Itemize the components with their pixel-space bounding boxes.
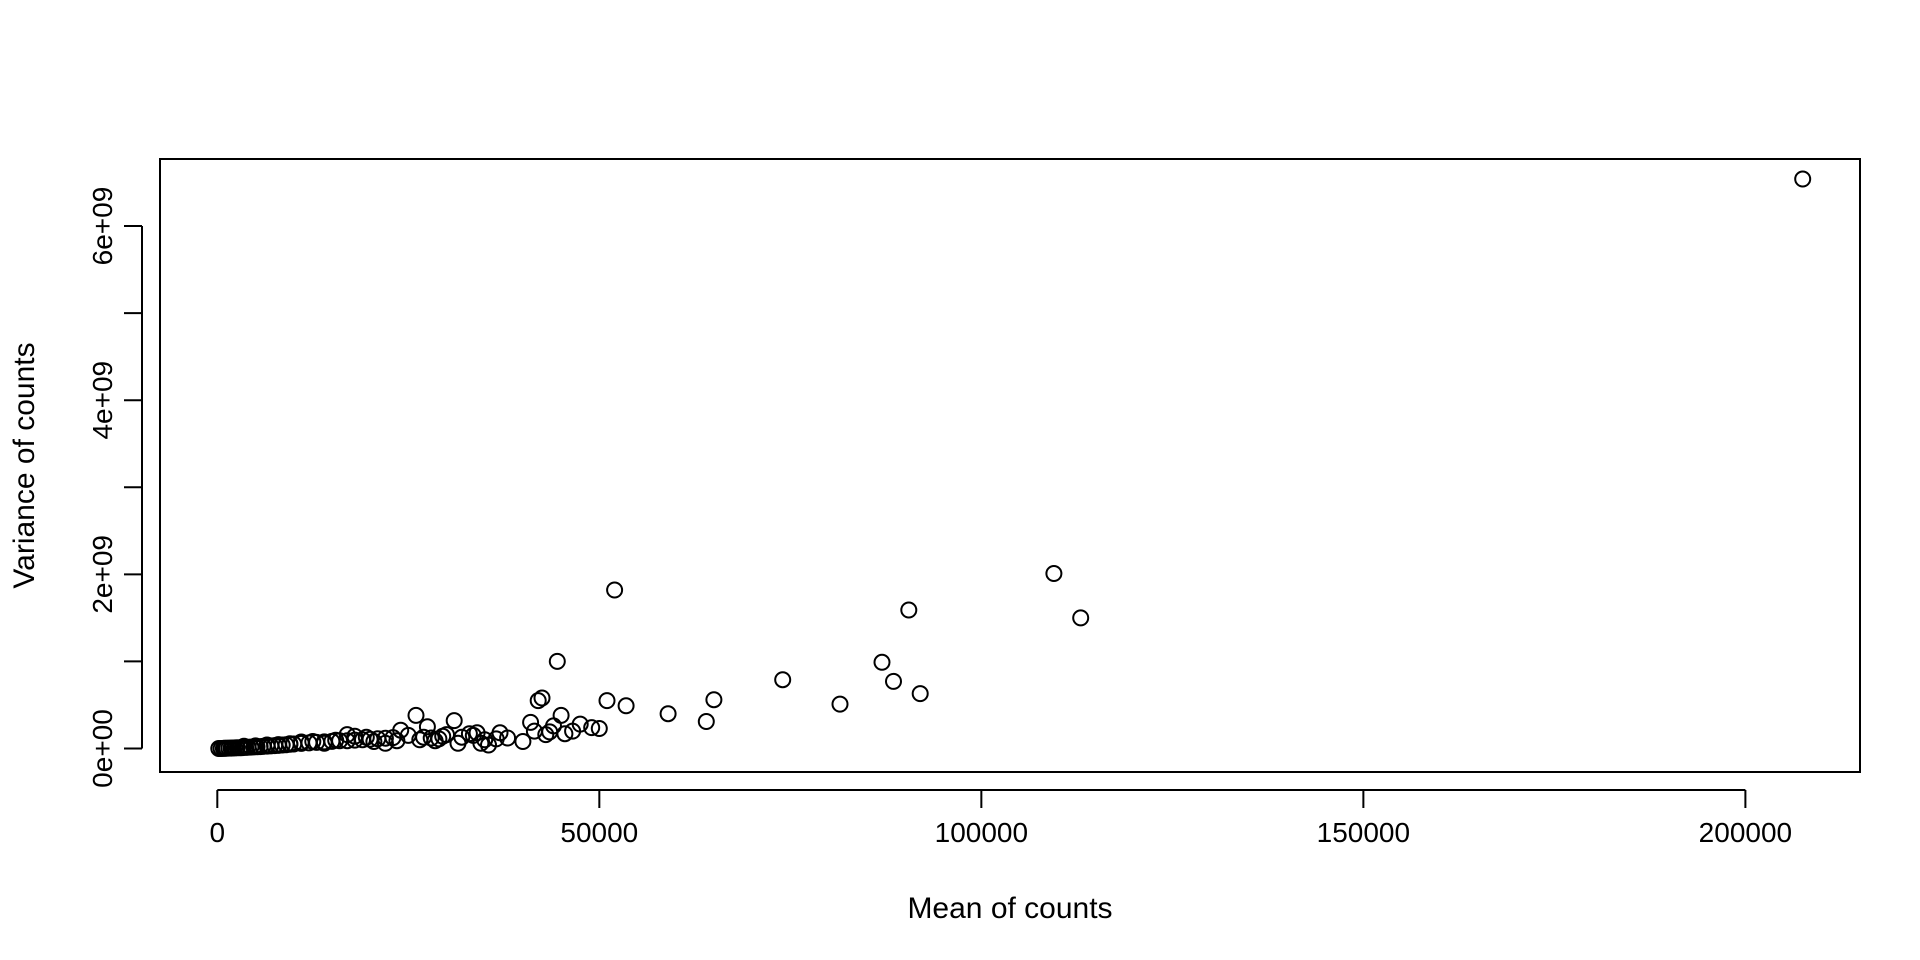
- data-point: [590, 720, 608, 737]
- data-point: [617, 697, 635, 715]
- y-tick-label: 4e+09: [87, 361, 118, 440]
- data-point: [697, 713, 715, 730]
- data-point: [376, 729, 394, 747]
- data-point: [445, 712, 463, 730]
- data-point: [258, 736, 276, 754]
- data-point: [472, 734, 490, 752]
- data-point: [831, 695, 849, 713]
- data-points: [210, 170, 1812, 757]
- data-point: [556, 725, 574, 743]
- x-tick-label: 200000: [1699, 817, 1792, 848]
- data-point: [598, 692, 616, 710]
- data-point: [1045, 565, 1063, 582]
- data-point: [1794, 170, 1812, 188]
- data-point: [873, 653, 891, 671]
- data-point: [304, 733, 322, 750]
- x-tick-label: 100000: [935, 817, 1028, 848]
- y-axis: 0e+00 2e+09 4e+09 6e+09: [87, 187, 143, 788]
- data-point: [774, 671, 792, 689]
- plot-frame: [159, 158, 1861, 773]
- data-point: [365, 733, 383, 750]
- data-point: [571, 715, 589, 733]
- data-point: [911, 685, 929, 703]
- data-point: [418, 718, 436, 736]
- x-tick-label: 0: [210, 817, 226, 848]
- data-point: [338, 726, 356, 744]
- data-point: [659, 705, 677, 723]
- x-axis: 0 50000 100000 150000 200000: [210, 789, 1792, 848]
- data-point: [346, 727, 364, 745]
- y-tick-label: 0e+00: [87, 709, 118, 788]
- data-point: [407, 706, 425, 724]
- data-point: [606, 581, 624, 599]
- data-point: [529, 692, 547, 710]
- data-point: [376, 734, 394, 752]
- data-point: [705, 691, 723, 709]
- data-point: [1072, 609, 1090, 627]
- data-point: [533, 689, 551, 707]
- data-point: [583, 719, 601, 737]
- data-point: [269, 736, 287, 754]
- data-point: [281, 735, 299, 753]
- data-point: [453, 728, 471, 746]
- x-tick-label: 150000: [1317, 817, 1410, 848]
- x-axis-title: Mean of counts: [907, 892, 1112, 925]
- data-point: [514, 733, 532, 750]
- y-tick-label: 6e+09: [87, 187, 118, 266]
- y-axis-title: Variance of counts: [8, 342, 41, 588]
- data-point: [900, 601, 918, 619]
- data-point: [422, 729, 440, 747]
- data-point: [476, 731, 494, 749]
- data-point: [499, 729, 517, 747]
- data-point: [247, 737, 264, 755]
- data-point: [548, 652, 566, 670]
- x-tick-label: 50000: [560, 817, 638, 848]
- y-tick-label: 2e+09: [87, 535, 118, 614]
- data-point: [292, 733, 310, 751]
- data-point: [315, 734, 333, 752]
- data-point: [522, 713, 540, 731]
- data-point: [235, 737, 253, 755]
- data-point: [885, 672, 902, 690]
- data-point: [552, 706, 570, 724]
